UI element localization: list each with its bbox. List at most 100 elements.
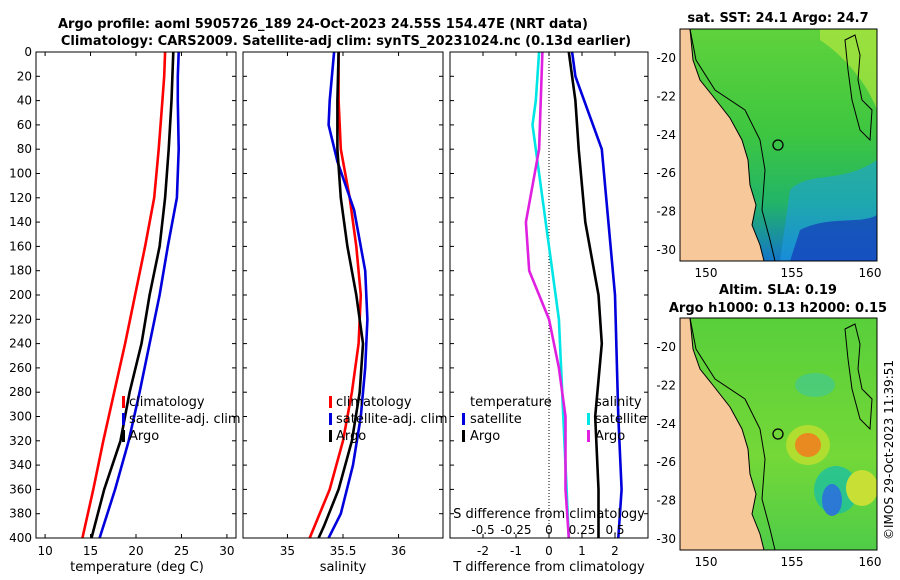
difference-xlabel: T difference from climatology [452,560,645,575]
map-x-tick-label: 150 [695,266,718,280]
sla-north-low [795,373,835,397]
series-line-satellite-adj-clim [327,52,369,538]
salinity-axes: 35 35.5 36 [243,51,443,558]
salinity-xlabel: salinity [320,560,367,575]
difference-legend-salinity: salinity satellite Argo [587,395,647,444]
y-tick-label: 20 [17,69,32,83]
series-line-climatology [81,52,167,538]
y-tick-label: 120 [9,191,32,205]
y-tick-label: 360 [9,482,32,496]
x-tick-label: 25 [174,544,189,558]
sst-shelf-contour [689,29,776,261]
y-tick-label: 60 [17,118,32,132]
copyright-stamp: ©IMOS 29-Oct-2023 11:39:51 [882,360,896,540]
x-tick-label: 35 [280,544,295,558]
sla-map-title: Altim. SLA: 0.19 [719,283,837,298]
top-tick-label: 0 [545,523,553,537]
legend-swatch-climatology [329,396,332,408]
y-tick-label: 0 [24,45,32,59]
legend-swatch-satellite [122,413,125,425]
sst-land [680,29,765,261]
top-tick-label: -0.5 [471,523,494,537]
sst-map-ticks: 150 155 160 -20 -22 -24 -26 -28 -30 [656,51,881,280]
legend-label-satellite: satellite-adj. clim [129,412,241,427]
map-y-tick-label: -24 [656,417,676,431]
salinity-series [308,52,369,538]
map-y-tick-label: -26 [656,166,676,180]
x-tick-label: -2 [477,544,489,558]
top-tick-label: -0.25 [500,523,531,537]
legend-label-climatology: climatology [336,395,412,410]
map-y-tick-label: -26 [656,455,676,469]
x-tick-label: 20 [128,544,143,558]
map-x-tick-label: 155 [781,266,804,280]
legend-label-argo: Argo [129,429,159,444]
sla-low-core [822,484,842,516]
series-line-argo [90,52,175,538]
legend-swatch-s-satellite [587,413,590,425]
legend-swatch-t-satellite [462,413,465,425]
sla-reef-contour [844,323,873,431]
map-y-tick-label: -30 [656,532,676,546]
map-x-tick-label: 155 [781,555,804,569]
sla-map-ticks: 150 155 160 -20 -22 -24 -26 -28 -30 [656,340,881,569]
sla-map-frame [679,317,878,551]
legend-title-salinity: salinity [595,395,642,410]
difference-panel: -2 -1 0 1 2 T difference from climatology S … [449,51,649,575]
y-tick-label: 200 [9,288,32,302]
legend-label-s-satellite: satellite [595,412,647,427]
series-line-salinity-argo [524,52,571,538]
series-line-satellite-adj-clim [98,52,180,538]
legend-label-climatology: climatology [129,395,205,410]
y-tick-label: 80 [17,142,32,156]
y-tick-label: 400 [9,531,32,545]
map-y-tick-label: -30 [656,243,676,257]
x-tick-label: 10 [37,544,52,558]
series-line-temperature-satellite [570,52,623,538]
y-tick-label: 300 [9,410,32,424]
series-line-argo [317,52,365,538]
temperature-axes: 10 15 20 25 30020406080100120140160180200220… [9,45,236,558]
series-line-temperature-argo [567,52,604,538]
difference-top-label: S difference from climatology [453,507,645,522]
sst-warm-patch [820,29,877,110]
top-tick-label: 0.25 [569,523,596,537]
legend-swatch-argo [122,430,125,442]
temperature-legend: climatology satellite-adj. clim Argo [122,395,241,444]
salinity-panel: 35 35.5 36 salinity climatology satellite-… [242,51,448,575]
x-tick-label: 35.5 [330,544,357,558]
salinity-frame [242,51,444,539]
figure-subtitle: Climatology: CARS2009. Satellite-adj cli… [61,34,631,49]
x-tick-label: 1 [578,544,586,558]
y-tick-label: 320 [9,434,32,448]
legend-label-t-argo: Argo [470,429,500,444]
temperature-frame [35,51,237,539]
salinity-diff-ticks: -0.5 -0.25 0 0.25 0.5 [471,523,624,537]
map-y-tick-label: -22 [656,89,676,103]
sst-reef-contour [844,34,873,142]
map-y-tick-label: -20 [656,340,676,354]
temperature-xlabel: temperature (deg C) [70,560,204,575]
sla-map: Altim. SLA: 0.19 Argo h1000: 0.13 h2000:… [656,283,887,569]
sla-map-subtitle: Argo h1000: 0.13 h2000: 0.15 [669,301,887,316]
sst-cold-patch [790,215,877,261]
y-tick-label: 380 [9,507,32,521]
difference-frame [449,51,649,539]
sst-map-title: sat. SST: 24.1 Argo: 24.7 [687,11,868,26]
difference-legend-temperature: temperature satellite Argo [462,395,552,444]
x-tick-label: 2 [611,544,619,558]
legend-swatch-climatology [122,396,125,408]
y-tick-label: 260 [9,361,32,375]
x-tick-label: 36 [391,544,406,558]
map-y-tick-label: -22 [656,378,676,392]
y-tick-label: 280 [9,385,32,399]
legend-label-s-argo: Argo [595,429,625,444]
x-tick-label: 0 [545,544,553,558]
y-tick-label: 220 [9,312,32,326]
y-tick-label: 40 [17,94,32,108]
map-y-tick-label: -28 [656,494,676,508]
sst-argo-marker [772,139,784,151]
y-tick-label: 100 [9,167,32,181]
map-x-tick-label: 160 [859,266,882,280]
